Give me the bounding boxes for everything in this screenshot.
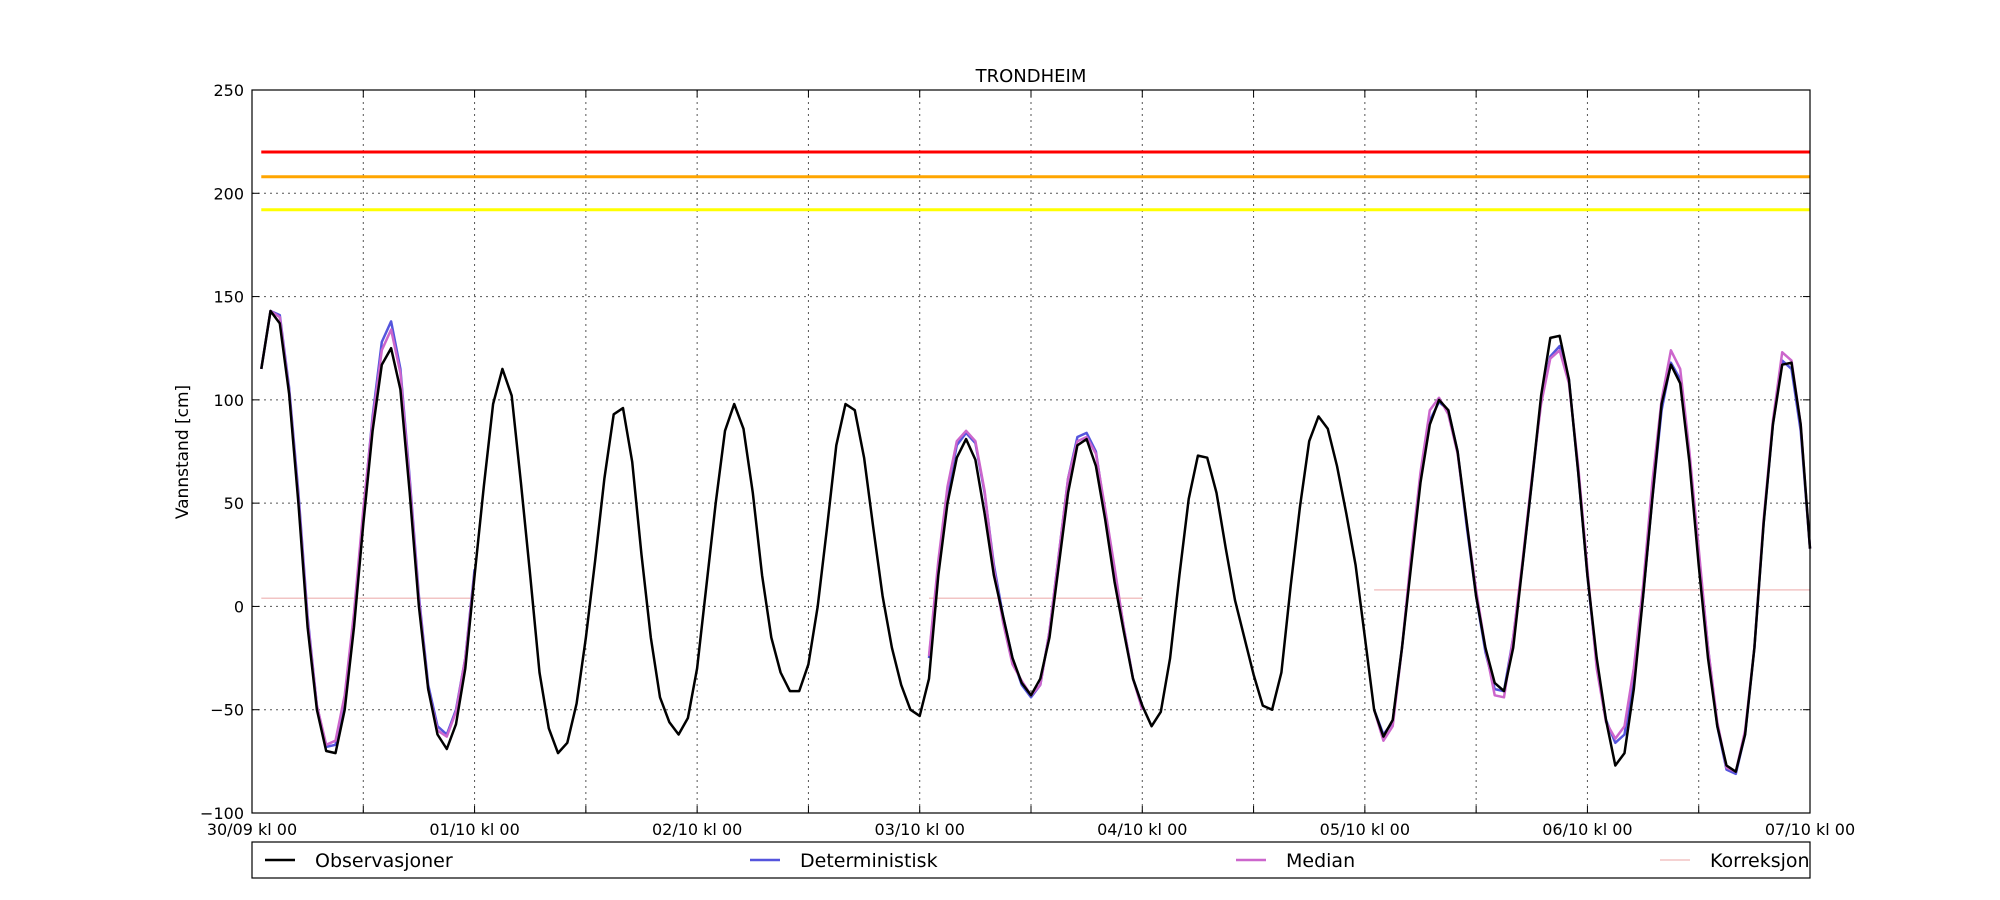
x-tick-label: 04/10 kl 00 — [1097, 820, 1187, 839]
legend-label: Observasjoner — [315, 850, 453, 872]
y-tick-label: −100 — [200, 804, 244, 823]
series-line-deterministisk — [1372, 344, 1812, 776]
x-tick-label: 05/10 kl 00 — [1320, 820, 1410, 839]
legend: Observasjoner Deterministisk Median Korreks… — [251, 841, 1811, 879]
x-tick-label: 03/10 kl 00 — [875, 820, 965, 839]
y-tick-label: 250 — [213, 81, 244, 100]
series-line-median — [1372, 349, 1812, 773]
y-tick-label: 200 — [213, 184, 244, 203]
x-tick-label: 07/10 kl 00 — [1765, 820, 1855, 839]
y-ticks: −100 −50 0 50 100 150 200 250 — [200, 81, 1810, 823]
x-tick-label: 01/10 kl 00 — [429, 820, 519, 839]
x-tick-label: 02/10 kl 00 — [652, 820, 742, 839]
legend-label: Deterministisk — [800, 850, 938, 872]
series-line-median — [260, 309, 476, 747]
y-axis-label: Vannstand [cm] — [173, 385, 193, 519]
x-tick-label: 06/10 kl 00 — [1542, 820, 1632, 839]
series-lines — [260, 309, 1812, 776]
series-line-deterministisk — [260, 309, 476, 749]
series-line-median — [927, 429, 1144, 711]
x-tick-label: 30/09 kl 00 — [207, 820, 297, 839]
y-tick-label: 100 — [213, 391, 244, 410]
x-ticks: 30/09 kl 00 01/10 kl 00 02/10 kl 00 03/10 k… — [207, 90, 1855, 839]
legend-frame — [251, 841, 1811, 879]
threshold-lines — [261, 150, 1810, 212]
chart-title: TRONDHEIM — [975, 66, 1087, 87]
y-tick-label: 50 — [224, 494, 244, 513]
series-line-deterministisk — [927, 431, 1144, 707]
y-tick-label: 0 — [234, 597, 244, 616]
legend-label: Korreksjon — [1710, 850, 1810, 872]
series-line-observasjoner — [260, 309, 1812, 773]
y-tick-label: −50 — [210, 701, 244, 720]
y-tick-label: 150 — [213, 288, 244, 307]
legend-label: Median — [1286, 850, 1355, 872]
